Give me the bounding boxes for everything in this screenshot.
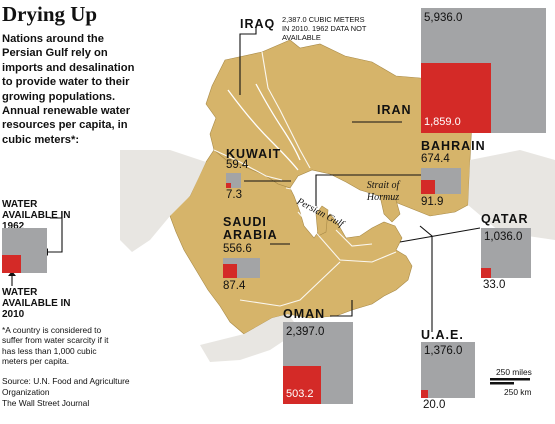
saudi-label-line2: ARABIA [223,228,278,242]
bahrain-1962-value: 674.4 [421,153,450,165]
kuwait-2010-value: 7.3 [226,189,242,201]
oman-1962-value: 2,397.0 [286,326,325,338]
river [227,89,299,171]
border-line [213,149,283,181]
strait-label: Strait of Hormuz [366,180,400,203]
oman-label: OMAN [283,307,326,321]
intro-text: Nations around the Persian Gulf rely on … [2,33,135,146]
qatar-1962-value: 1,036.0 [484,231,523,243]
uae-leader-line [419,225,433,332]
border-line [335,229,373,247]
neighbor-land-south [200,314,300,362]
border-line [297,211,397,263]
uae-1962-box [421,342,475,398]
bahrain-2010-box [421,180,435,194]
scale-km: 250 km [504,387,532,397]
iran-label: IRAN [377,103,412,117]
legend-2010-swatch [2,255,21,273]
scale-bar-km [490,382,514,385]
legend-2010-label: WATER AVAILABLE IN 2010 [2,287,71,320]
bahrain-label: BAHRAIN [421,139,486,153]
neighbor-land-west [120,150,206,252]
iran-2010-value: 1,859.0 [424,116,461,128]
publisher-line: The Wall Street Journal [2,398,90,408]
kuwait-label: KUWAIT [226,147,282,161]
saudi-2010-value: 87.4 [223,280,246,292]
source-line: Source: U.N. Food and Agriculture Organi… [2,376,130,397]
border-line [239,261,341,307]
border-line [285,187,297,191]
scale-bar-miles [490,378,530,381]
arabian-peninsula [169,149,413,335]
qatar-2010-box [481,268,491,278]
iraq-leader-line [239,27,257,95]
qatar-leader-line [399,227,481,243]
uae-1962-value: 1,376.0 [424,345,463,357]
saudi-2010-box [223,264,237,278]
source-note: Source: U.N. Food and Agriculture Organi… [2,376,132,409]
uae-2010-value: 20.0 [423,399,446,411]
legend-leader-line-1962 [48,217,63,253]
uae-label: U.A.E. [421,328,464,342]
scale-miles: 250 miles [496,367,532,377]
oman-2010-value: 503.2 [286,388,314,400]
oman-leader-line [330,300,353,317]
river [255,83,301,161]
qatar-peninsula [315,205,329,237]
iran-1962-value: 5,936.0 [424,12,463,24]
kuwait-1962-value: 59.4 [226,159,249,171]
uae-2010-box [421,390,428,398]
neighbor-land-east [468,150,555,240]
iraq-note: 2,387.0 cubic meters in 2010. 1962 data … [282,15,367,42]
map-title: Drying Up [2,2,98,26]
oman-2010-box [283,366,321,404]
qatar-label: QATAR [481,212,529,226]
footnote: *A country is considered to suffer from … [2,325,109,366]
iraq-label: IRAQ [240,17,276,31]
kuwait-2010-box [226,183,231,188]
bahrain-2010-value: 91.9 [421,196,444,208]
saudi-label-line1: SAUDI [223,215,267,229]
musandam-tip [379,195,401,223]
iran-2010-box [421,63,491,133]
legend-1962-label: WATER AVAILABLE IN 1962 [2,199,71,232]
legend-arrow-2010 [8,271,16,276]
bahrain-leader-line [315,174,424,206]
saudi-1962-value: 556.6 [223,243,252,255]
qatar-2010-value: 33.0 [483,279,506,291]
border-line [261,51,311,169]
